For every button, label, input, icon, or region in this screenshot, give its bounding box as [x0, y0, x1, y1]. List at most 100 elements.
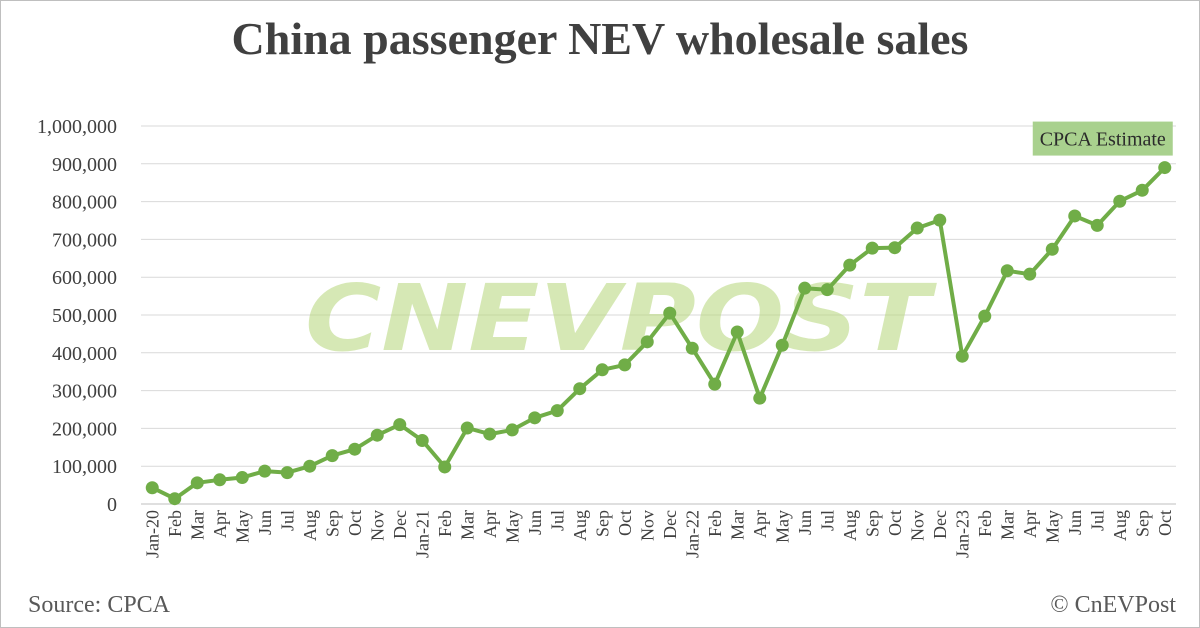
annotations: CPCA Estimate [1032, 121, 1173, 156]
x-tick-label: Jul [277, 510, 297, 531]
data-point [438, 460, 452, 474]
chart-title: China passenger NEV wholesale sales [231, 13, 969, 64]
x-tick-label: Jun [255, 510, 275, 535]
annotation-label: CPCA Estimate [1040, 129, 1166, 151]
x-tick-label: Dec [390, 510, 410, 539]
x-tick-label: Feb [165, 510, 185, 537]
data-point [550, 404, 564, 418]
x-tick-label: Jan-20 [142, 510, 162, 558]
data-point [190, 476, 204, 490]
data-point [168, 492, 182, 506]
x-tick-label: Feb [435, 510, 455, 537]
data-point [798, 281, 812, 295]
y-axis-ticks: 0 100,000 200,000 300,000 400,000 500,000 600,… [37, 116, 117, 516]
x-tick-label: Mar [727, 510, 747, 540]
data-point [393, 418, 407, 432]
data-point [843, 258, 857, 272]
x-tick-label: Oct [885, 510, 905, 536]
x-tick-label: Apr [210, 510, 230, 538]
data-point [618, 358, 632, 372]
data-point [460, 421, 474, 435]
data-point [483, 427, 497, 441]
x-tick-label: Aug [840, 510, 860, 541]
x-tick-label: Sep [862, 510, 882, 537]
data-point [303, 459, 317, 473]
y-tick-label: 100,000 [52, 456, 117, 478]
x-tick-label: Jan-23 [952, 510, 972, 558]
x-tick-label: Sep [592, 510, 612, 537]
data-point [505, 423, 519, 437]
y-tick-label: 200,000 [52, 418, 117, 440]
data-point [888, 241, 902, 255]
data-point [1135, 183, 1149, 197]
y-tick-label: 600,000 [52, 267, 117, 289]
y-tick-label: 1,000,000 [37, 116, 117, 138]
data-point [910, 221, 924, 235]
data-point [1090, 218, 1104, 232]
x-tick-label: Mar [187, 510, 207, 540]
x-tick-label: Aug [300, 510, 320, 541]
data-point [348, 442, 362, 456]
x-tick-label: Aug [1110, 510, 1130, 541]
x-tick-label: May [772, 510, 792, 543]
data-point [933, 213, 947, 227]
x-tick-label: Nov [907, 510, 927, 541]
x-tick-label: Jul [547, 510, 567, 531]
y-tick-label: 700,000 [52, 229, 117, 251]
x-tick-label: May [502, 510, 522, 543]
y-tick-label: 300,000 [52, 381, 117, 403]
source-note: Source: CPCA [28, 592, 171, 618]
data-point [753, 391, 767, 405]
x-tick-label: Mar [457, 510, 477, 540]
x-tick-label: Jul [1087, 510, 1107, 531]
data-point [528, 411, 542, 425]
x-tick-label: Feb [975, 510, 995, 537]
y-tick-label: 500,000 [52, 305, 117, 327]
data-point [1158, 161, 1172, 175]
x-tick-label: Jun [795, 510, 815, 535]
x-tick-label: Oct [1155, 510, 1175, 536]
y-tick-label: 800,000 [52, 192, 117, 214]
data-point [820, 283, 834, 297]
x-tick-label: Jul [817, 510, 837, 531]
annotation-box [1032, 121, 1173, 156]
x-tick-label: May [1042, 510, 1062, 543]
data-point [708, 377, 722, 391]
x-tick-label: Apr [750, 510, 770, 538]
y-tick-label: 900,000 [52, 154, 117, 176]
data-point [370, 428, 384, 442]
watermark-logo: CNEVPOST [305, 265, 937, 372]
data-points [145, 161, 1172, 506]
data-point [1113, 194, 1127, 208]
x-tick-label: Nov [367, 510, 387, 541]
data-point [865, 241, 879, 255]
x-tick-label: Apr [1020, 510, 1040, 538]
data-point [955, 349, 969, 363]
x-tick-label: Dec [660, 510, 680, 539]
x-tick-label: Sep [1132, 510, 1152, 537]
series-line [151, 166, 1167, 501]
data-point [685, 341, 699, 355]
data-point [730, 325, 744, 339]
x-tick-label: Apr [480, 510, 500, 538]
x-tick-label: Jan-21 [412, 510, 432, 558]
data-point [1068, 209, 1082, 223]
data-point [595, 363, 609, 377]
x-tick-label: Oct [345, 510, 365, 536]
data-point [213, 473, 227, 487]
x-tick-label: Nov [637, 510, 657, 541]
x-tick-label: Sep [322, 510, 342, 537]
data-point [145, 481, 159, 495]
data-point [1045, 242, 1059, 256]
data-point [325, 449, 339, 463]
data-point [1000, 264, 1014, 278]
data-point [235, 471, 249, 485]
x-tick-label: Jan-22 [682, 510, 702, 558]
data-point [415, 433, 429, 447]
x-tick-label: Oct [615, 510, 635, 536]
y-tick-label: 400,000 [52, 343, 117, 365]
data-point [1023, 267, 1037, 281]
data-point [258, 464, 272, 478]
x-tick-label: Mar [997, 510, 1017, 540]
